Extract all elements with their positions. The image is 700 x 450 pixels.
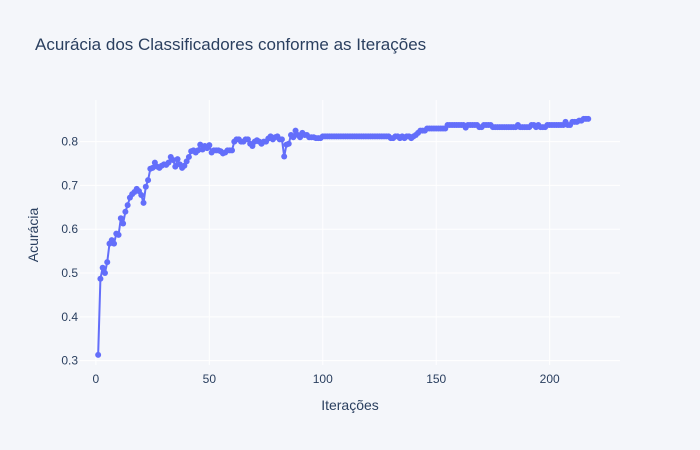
y-tick-labels: 0.3 0.4 0.5 0.6 0.7 0.8	[61, 135, 78, 368]
y-tick-label: 0.3	[61, 354, 78, 368]
x-tick-label: 100	[313, 372, 333, 386]
data-point	[585, 115, 592, 122]
data-point	[194, 147, 201, 154]
data-point	[229, 147, 236, 154]
data-point	[122, 208, 129, 215]
data-point	[197, 141, 204, 148]
data-point	[165, 159, 172, 166]
data-point	[124, 202, 131, 209]
data-point	[285, 140, 292, 147]
data-point	[172, 163, 179, 170]
data-point	[138, 192, 145, 199]
data-point	[120, 220, 127, 227]
y-tick-label: 0.5	[61, 266, 78, 280]
x-tick-label: 150	[426, 372, 446, 386]
y-tick-label: 0.6	[61, 222, 78, 236]
series-layer	[95, 115, 592, 358]
data-point	[97, 275, 104, 282]
data-point	[278, 136, 285, 143]
data-point	[142, 183, 149, 190]
y-tick-label: 0.7	[61, 178, 78, 192]
data-point	[174, 156, 181, 163]
data-point	[117, 215, 124, 222]
data-point	[290, 134, 297, 141]
data-point	[101, 270, 108, 277]
data-point	[115, 231, 122, 238]
data-point	[206, 142, 213, 149]
x-tick-labels: 0 50 100 150 200	[93, 372, 560, 386]
data-point	[145, 177, 152, 184]
x-axis-title: Iterações	[321, 397, 379, 413]
y-axis-title: Acurácia	[25, 208, 41, 263]
y-tick-label: 0.8	[61, 135, 78, 149]
data-point	[281, 153, 288, 160]
x-tick-label: 50	[203, 372, 217, 386]
grid	[80, 100, 620, 365]
data-point	[185, 153, 192, 160]
data-point	[140, 199, 147, 206]
data-point	[99, 264, 106, 271]
x-tick-label: 0	[93, 372, 100, 386]
x-tick-label: 200	[540, 372, 560, 386]
data-point	[170, 157, 177, 164]
y-tick-label: 0.4	[61, 310, 78, 324]
chart-title: Acurácia dos Classificadores conforme as…	[35, 35, 426, 54]
data-point	[149, 164, 156, 171]
data-point	[111, 240, 118, 247]
data-point	[95, 351, 102, 358]
data-point	[104, 259, 111, 266]
